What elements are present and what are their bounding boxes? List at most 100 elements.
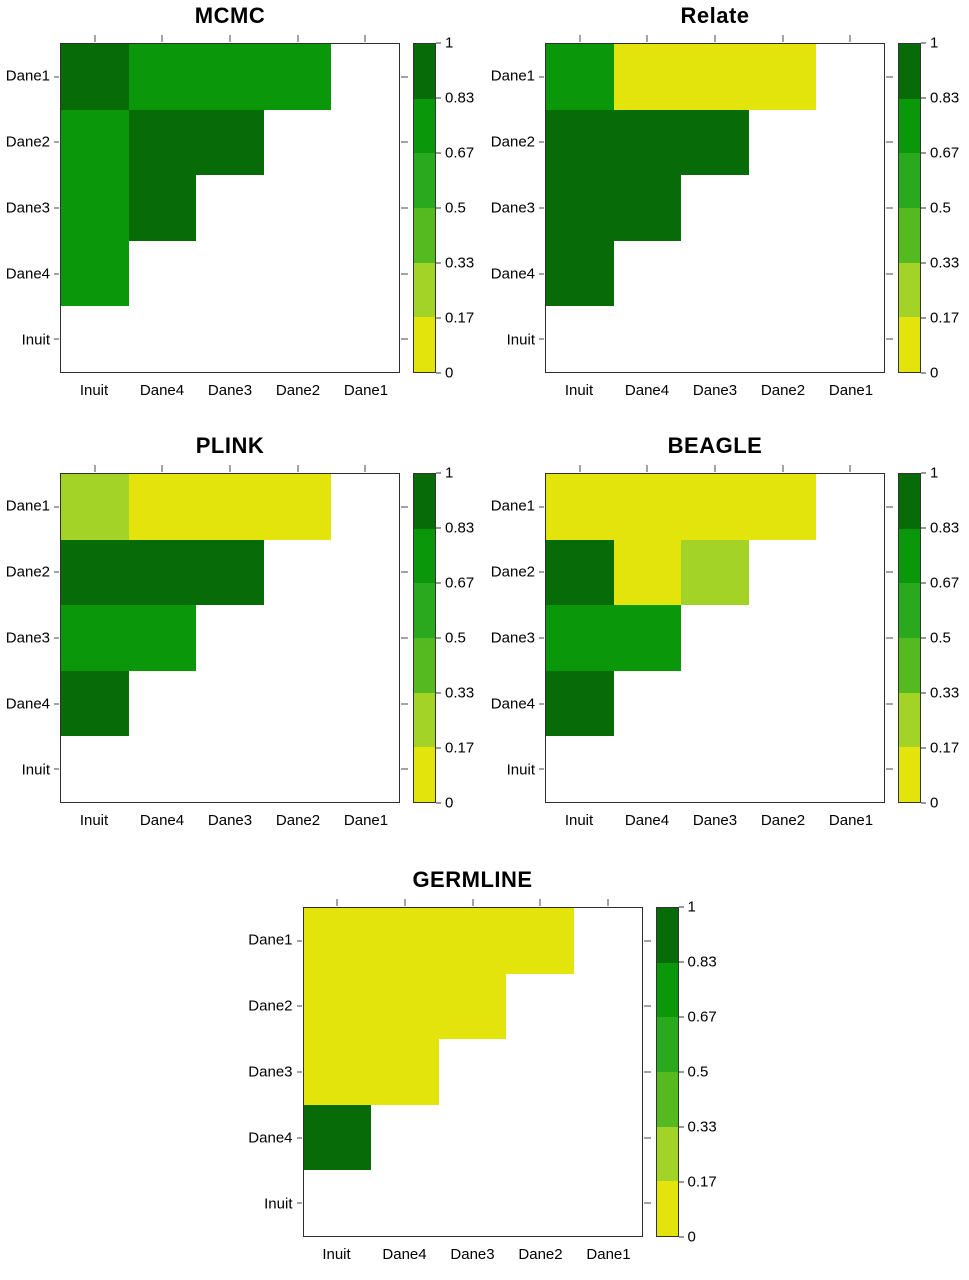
x-axis-label: Dane1 [343,812,389,829]
heatmap-cell-empty [574,1170,642,1236]
left-axis-tick [54,141,59,143]
heatmap-cell-empty [749,540,817,606]
right-axis-tick [401,768,408,770]
right-axis-tick [886,768,893,770]
right-axis-tick [643,1137,651,1139]
left-axis-tick [54,768,59,770]
colorbar-segment [414,44,435,99]
heatmap-panel-plink: PLINK Dane1 Dane2 Dane3 Dane4 Inuit 1 0.83 0.6… [0,430,484,834]
top-axis-tick [229,35,231,42]
colorbar-segment [414,528,435,584]
heatmap-cell-dane3-inuit [303,1039,372,1105]
colorbar-segment [899,153,920,209]
right-axis-tick [886,637,893,639]
right-axis-tick [886,207,893,209]
x-axis-label: Dane4 [624,382,670,399]
heatmap-cell-dane2-dane4 [128,109,197,176]
colorbar-tick [436,317,441,319]
x-axis-label: Inuit [79,382,109,399]
colorbar-tick [921,207,926,209]
heatmap-cell-dane1-dane3 [681,474,749,540]
y-axis-label: Inuit [21,761,50,779]
colorbar-tick-label: 0.67 [930,144,960,162]
panel-row-2: PLINK Dane1 Dane2 Dane3 Dane4 Inuit 1 0.83 0.6… [0,430,969,834]
colorbar-tick-label: 0.5 [930,199,951,217]
heatmap-cell-dane1-inuit [546,44,614,110]
heatmap-cell-empty [129,671,197,737]
heatmap-cell-empty [196,605,264,671]
left-axis-tick [296,1071,302,1073]
x-axis-label: Dane3 [207,382,253,399]
colorbar-tick-label: 1 [687,898,696,916]
panel-row-1: MCMC Dane1 Dane2 Dane3 Dane4 Inuit 1 0.83 0.67… [0,0,969,404]
plot-area [296,899,651,1237]
top-axis-tick [849,35,851,42]
heatmap-cell-empty [816,540,884,606]
colorbar-tick-label: 0.33 [445,684,475,702]
top-axis-tick [472,899,473,906]
colorbar-tick-label: 0.5 [930,629,951,647]
right-axis-tick [401,637,408,639]
colorbar-legend: 1 0.83 0.67 0.5 0.33 0.17 0 [413,35,481,382]
heatmap-cell-empty [331,44,399,110]
x-axis-label: Dane2 [760,382,806,399]
colorbar-tick [678,1181,684,1183]
x-axis-label: Dane2 [275,382,321,399]
heatmap-cell-empty [264,736,332,802]
colorbar-tick-label: 1 [930,34,939,52]
heatmap-cell-dane3-dane4 [613,605,682,671]
x-axis-label: Dane4 [624,812,670,829]
heatmap-cell-dane3-inuit [546,175,614,241]
heatmap-panel-mcmc: MCMC Dane1 Dane2 Dane3 Dane4 Inuit 1 0.83 0.67… [0,0,484,404]
plot-row: Dane1 Dane2 Dane3 Dane4 Inuit 1 0.83 0.67 0.5 0.… [0,35,484,382]
plot-area [54,35,408,373]
heatmap-panel-germline: GERMLINE Dane1 Dane2 Dane3 Dane4 Inuit 1 0.83… [243,864,727,1268]
heatmap-cell-empty [506,1105,574,1171]
x-axis-labels: Inuit Dane4 Dane3 Dane2 Dane1 [303,1246,643,1268]
top-axis-tick [336,899,338,906]
colorbar-segment [414,474,435,529]
y-axis-label: Dane3 [5,199,50,217]
heatmap-cell-dane1-dane4 [613,474,682,540]
left-axis-tick [539,141,544,143]
heatmap-cell-dane2-dane4 [128,539,197,606]
heatmap-cell-empty [749,241,817,307]
heatmap-cell-empty [331,306,399,372]
colorbar-tick [436,207,441,209]
heatmap-cell-empty [574,1105,642,1171]
left-axis-tick [54,207,59,209]
left-axis-tick [296,1005,302,1007]
colorbar-tick [921,692,926,694]
colorbar-segment [656,1017,678,1073]
x-axis-label: Dane4 [382,1246,427,1263]
heatmap-cell-empty [439,1105,507,1171]
heatmap-cell-empty [614,241,682,307]
left-axis-tick [296,1202,302,1204]
top-axis-tick [94,35,96,42]
heatmap-cell-empty [264,110,332,176]
colorbar-tick [678,1071,684,1073]
colorbar-tick [921,262,926,264]
colorbar-tick [436,802,441,804]
colorbar-legend: 1 0.83 0.67 0.5 0.33 0.17 0 [898,465,966,812]
heatmap-cell-empty [816,241,884,307]
colorbar-tick [436,692,441,694]
left-axis-tick [54,703,59,705]
colorbar-tick-label: 0 [445,794,454,812]
colorbar-tick [921,747,926,749]
heatmap-cell-dane2-dane3 [681,539,749,606]
colorbar-tick-label: 0.33 [687,1118,717,1136]
x-axis-labels: Inuit Dane4 Dane3 Dane2 Dane1 [60,812,400,834]
top-axis-tick [579,465,581,472]
heatmap-cell-empty [816,306,884,372]
colorbar-tick [921,527,926,529]
heatmap-grid [546,44,884,372]
heatmap-cell-empty [129,306,197,372]
colorbar-segment [656,908,678,963]
colorbar [898,473,921,803]
heatmap-cell-empty [816,671,884,737]
plot-row: Dane1 Dane2 Dane3 Dane4 Inuit 1 0.83 0.67 0.5 0.… [485,465,969,812]
heatmap-cell-empty [264,540,332,606]
top-axis-tick [714,35,716,42]
heatmap-cell-dane1-dane2 [263,44,332,110]
